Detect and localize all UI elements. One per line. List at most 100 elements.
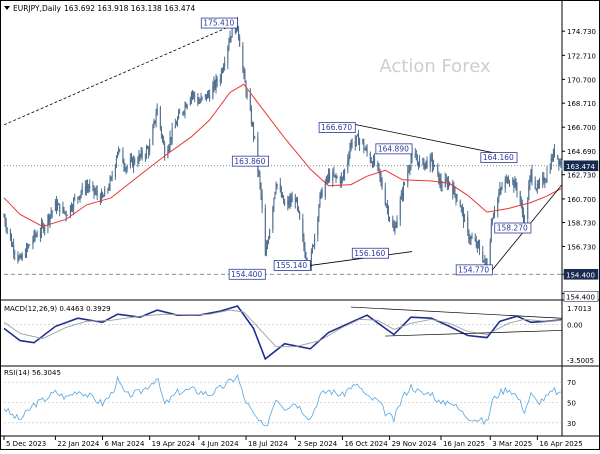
chart-header: EURJPY,Daily 163.692 163.918 163.138 163… [4, 4, 195, 13]
price-annotation-box [273, 260, 311, 271]
candle-body [3, 216, 5, 218]
candle-body [364, 149, 366, 151]
candle-body [366, 148, 368, 154]
ohlc-label: 163.692 163.918 163.138 163.474 [64, 4, 195, 13]
candle-body [311, 246, 313, 252]
macd-title: MACD(12,26,9) 0.4463 0.3929 [4, 305, 111, 313]
candle-body [269, 229, 271, 239]
candle-body [89, 185, 91, 189]
candle-body [33, 232, 35, 240]
candle-body [294, 198, 296, 203]
candle-body [183, 112, 185, 113]
candle-body [115, 157, 117, 165]
candle-body [109, 178, 111, 189]
candle-body [110, 177, 112, 179]
candle-body [245, 82, 247, 95]
candle-body [20, 255, 22, 259]
time-axis-label: 16 Oct 2024 [344, 440, 388, 448]
candle-body [189, 98, 191, 105]
candle-body [537, 184, 539, 186]
candle-body [454, 186, 456, 194]
candle-body [99, 195, 101, 203]
candle-body [343, 175, 345, 178]
candle-body [221, 70, 223, 72]
price-annotation-box [494, 222, 532, 234]
candle-body [325, 177, 327, 184]
candle-body [153, 120, 155, 127]
price-annotation-box [228, 268, 266, 280]
candle-body [49, 215, 51, 222]
candle-body [47, 215, 49, 227]
candle-body [410, 157, 412, 167]
candle-body [332, 172, 334, 181]
candle-body [145, 148, 147, 156]
candle-body [512, 180, 514, 182]
candle-body [447, 181, 449, 187]
candle-body [93, 185, 95, 193]
candle-body [249, 93, 251, 110]
candle-body [554, 149, 556, 155]
candle-body [260, 184, 262, 195]
candle-body [425, 160, 427, 164]
candle-body [423, 159, 425, 169]
candle-body [179, 113, 181, 114]
candle-body [126, 166, 128, 169]
candle-body [215, 78, 217, 88]
candle-body [280, 189, 282, 197]
macd-trendline[interactable] [350, 306, 563, 319]
candle-body [344, 169, 346, 176]
candle-body [461, 207, 463, 211]
candle-body [411, 153, 413, 158]
candle-body [96, 190, 98, 196]
candle-body [84, 186, 86, 192]
price-annotation-label: 154.400 [231, 270, 262, 279]
candle-body [469, 239, 471, 241]
candle-body [534, 180, 536, 189]
candle-body [59, 203, 61, 213]
symbol-menu-icon[interactable] [4, 6, 10, 10]
candle-body [378, 163, 380, 170]
candle-body [103, 196, 105, 198]
candle-body [104, 189, 106, 197]
candle-body [214, 81, 216, 88]
candle-body [289, 199, 291, 205]
candle-body [529, 177, 531, 187]
candle-body [393, 226, 395, 231]
candle-body [10, 237, 12, 247]
price-trendline[interactable] [350, 123, 518, 158]
price-tag-box [563, 290, 599, 302]
time-axis-label: 5 Dec 2023 [6, 440, 46, 448]
candle-body [354, 141, 356, 146]
candle-body [206, 92, 208, 99]
candle-body [350, 141, 352, 149]
candle-body [519, 191, 521, 203]
price-trendline[interactable] [3, 22, 238, 126]
candle-body [417, 161, 419, 167]
candle-body [561, 163, 563, 167]
candle-body [129, 159, 131, 167]
candle-body [163, 138, 165, 145]
candle-body [144, 155, 146, 157]
candle-body [370, 161, 372, 163]
candle-body [407, 170, 409, 184]
candle-body [257, 137, 259, 171]
candle-body [168, 145, 170, 150]
candle-body [416, 160, 418, 162]
macd-trendline[interactable] [385, 330, 563, 337]
candle-body [13, 244, 15, 253]
candle-body [170, 137, 172, 140]
candle-body [462, 210, 464, 222]
candle-body [220, 70, 222, 80]
price-axis-label: 164.690 [567, 148, 596, 156]
candle-body [194, 93, 196, 98]
time-axis-label: 29 Nov 2024 [392, 440, 437, 448]
candle-body [73, 199, 75, 209]
candle-body [409, 166, 411, 170]
candle-body [21, 254, 23, 259]
candle-body [439, 179, 441, 184]
candle-body [64, 211, 66, 213]
candle-body [359, 139, 361, 145]
price-axis-label: 172.710 [567, 52, 596, 60]
candle-body [545, 180, 547, 183]
candle-body [265, 246, 267, 256]
